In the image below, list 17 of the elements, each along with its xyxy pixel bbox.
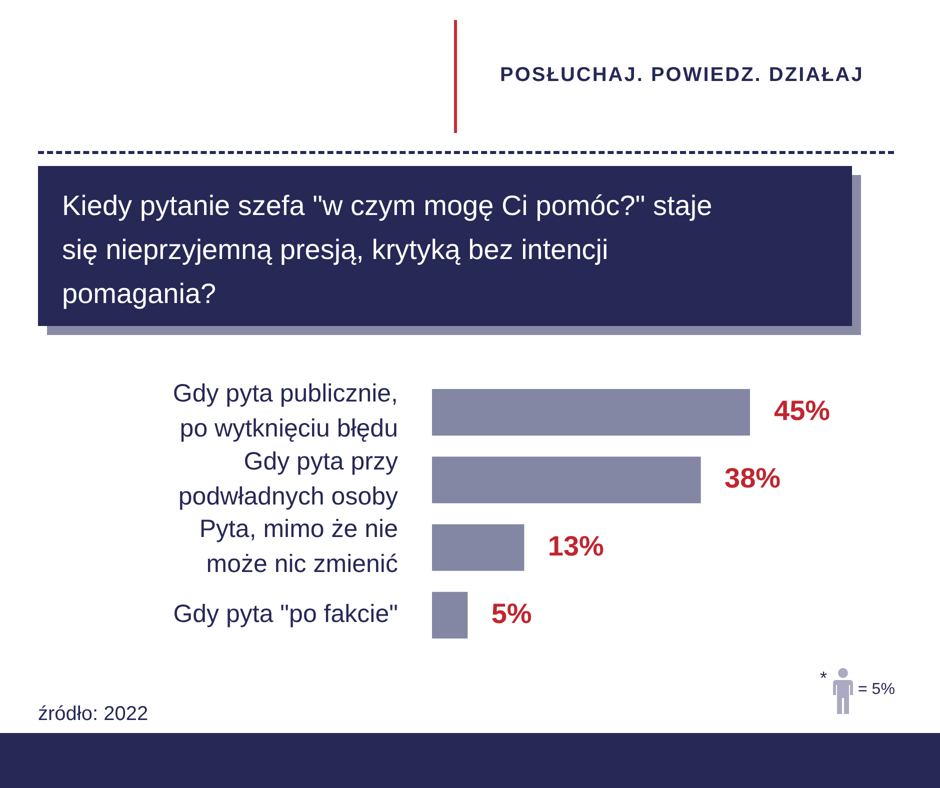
text: POSŁUCHAJ. POWIEDZ. DZIAŁAJ xyxy=(500,64,864,87)
text: = 5% xyxy=(858,681,895,699)
y-tick-label: Gdy pyta publicznie, po wytknięciu błędu xyxy=(172,380,398,443)
chart-title: Kiedy pytanie szefa "w czym mogę Ci pomóc?" staje się nieprzyjemną presją, krytyką bez intencji pomagania? xyxy=(62,189,714,311)
data-label: 38% xyxy=(724,462,781,494)
bar xyxy=(432,592,468,639)
data-label: 5% xyxy=(491,598,532,629)
y-tick-label: Gdy pyta "po fakcie" xyxy=(173,600,398,628)
y-tick-label: Pyta, mimo że nie może nic zmienić xyxy=(199,514,398,578)
bar xyxy=(432,388,750,436)
text: źródło: 2022 xyxy=(38,703,148,726)
data-label: 13% xyxy=(548,530,604,562)
data-label: 45% xyxy=(774,395,830,426)
text: * xyxy=(820,668,828,689)
bar xyxy=(432,524,524,571)
bar xyxy=(432,456,701,504)
y-tick-label: Gdy pyta przy podwładnych osoby xyxy=(178,447,398,510)
